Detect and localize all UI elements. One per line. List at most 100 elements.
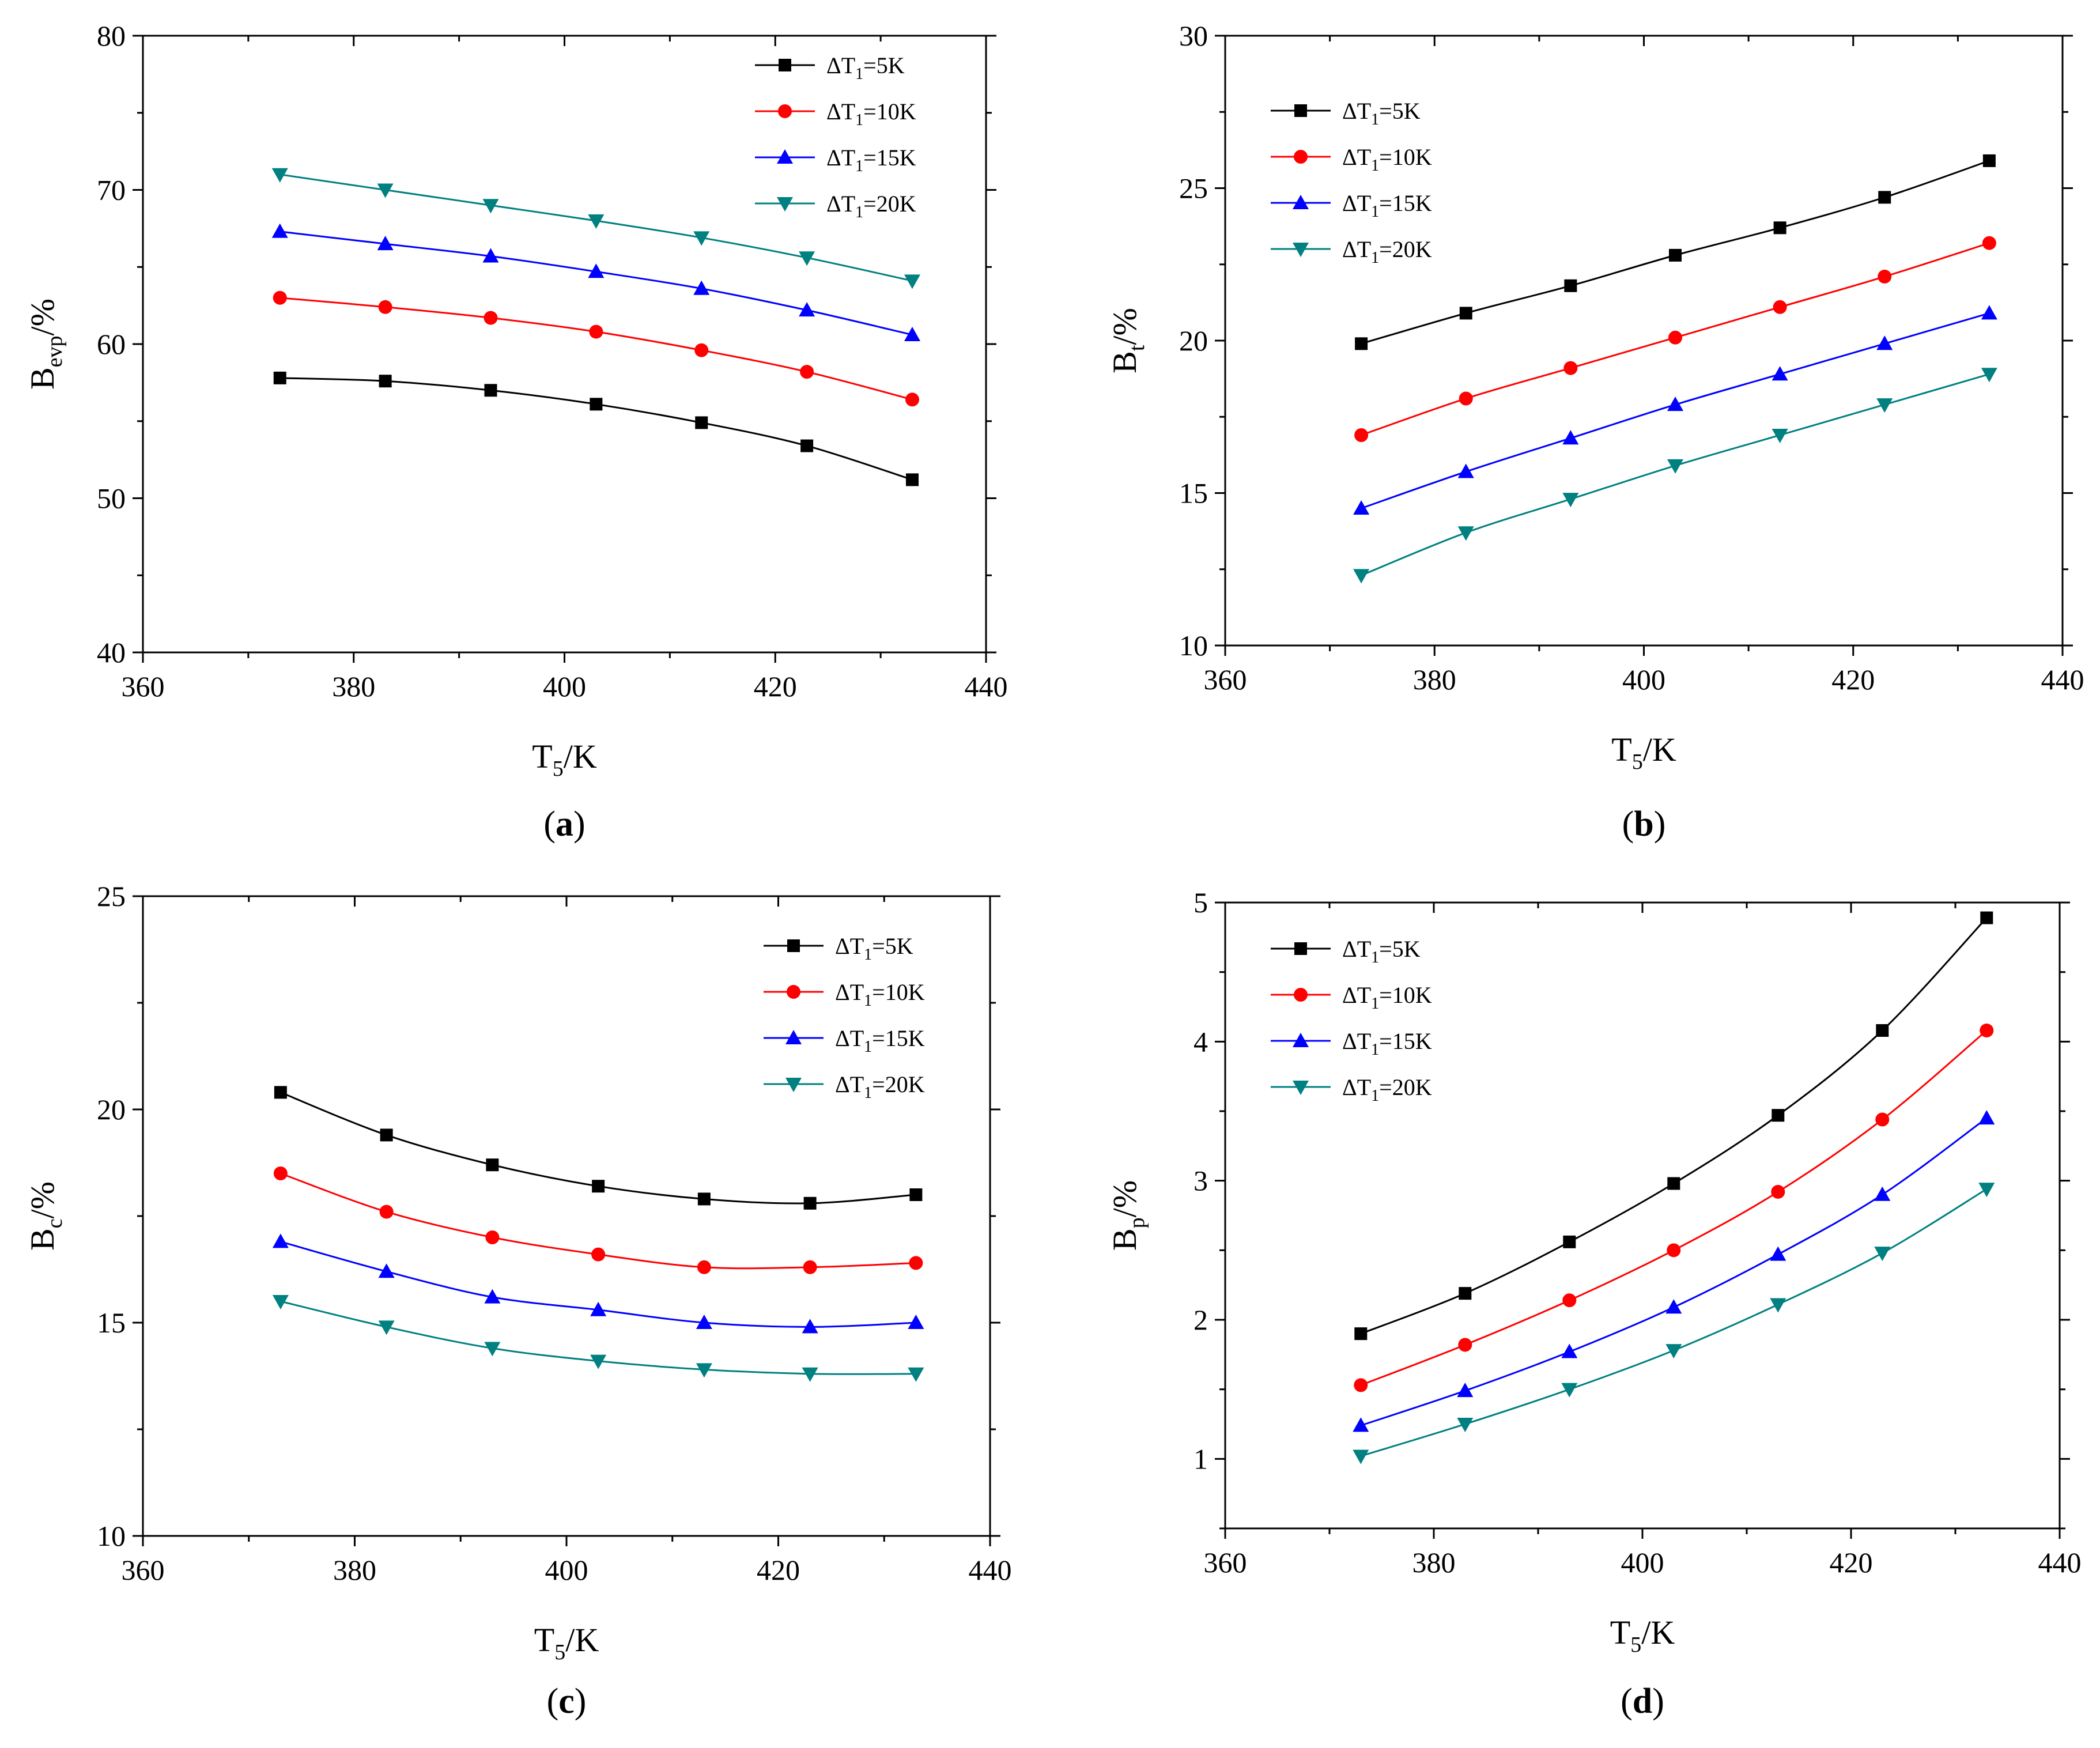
data-point (1668, 330, 1682, 345)
data-point (1459, 391, 1473, 406)
data-point (590, 398, 603, 411)
x-tick-label: 440 (969, 1554, 1012, 1586)
data-point (482, 248, 499, 263)
data-point (1978, 1110, 1995, 1125)
y-tick-label: 40 (97, 636, 126, 669)
data-point (909, 1256, 923, 1270)
series-0 (1354, 911, 1993, 1341)
legend-label: ΔT1=20K (826, 191, 916, 221)
legend-entry-0: ΔT1=5K (764, 933, 913, 964)
data-point (591, 1247, 606, 1262)
y-tick-label: 60 (97, 328, 126, 360)
data-point (1665, 1344, 1682, 1359)
x-tick-label: 420 (754, 670, 797, 703)
data-point (379, 375, 392, 388)
series-line (1360, 917, 1988, 1335)
data-point (378, 1263, 395, 1278)
legend-entry-3: ΔT1=20K (1271, 236, 1432, 267)
legend-marker (1293, 1033, 1309, 1047)
data-point (1458, 1338, 1472, 1352)
legend-marker (1294, 150, 1308, 164)
data-point (377, 183, 394, 198)
series-1 (1354, 1024, 1994, 1392)
x-tick-label: 420 (1830, 1546, 1873, 1579)
y-tick-label: 20 (1179, 324, 1208, 357)
x-tick-label: 420 (757, 1554, 800, 1586)
series-3 (1353, 368, 1997, 584)
data-point (1773, 300, 1787, 314)
data-point (696, 1315, 712, 1329)
y-tick-label: 30 (1179, 20, 1208, 52)
y-tick-label: 10 (97, 1520, 126, 1552)
series-3 (271, 168, 920, 289)
data-point (1981, 368, 1997, 383)
x-axis-label: T5/K (532, 738, 597, 781)
y-tick-label: 25 (1179, 172, 1208, 205)
data-point (1563, 1235, 1576, 1248)
y-tick-label: 1 (1193, 1443, 1208, 1475)
panel-label: (a) (543, 805, 585, 844)
x-tick-label: 380 (333, 1554, 376, 1586)
data-point (1770, 1246, 1786, 1261)
data-point (1980, 911, 1993, 924)
x-tick-label: 400 (1622, 663, 1665, 696)
data-point (1564, 279, 1577, 292)
data-point (485, 1230, 500, 1244)
data-point (908, 1367, 924, 1382)
y-tick-label: 3 (1193, 1165, 1208, 1197)
data-point (1561, 1343, 1578, 1358)
data-point (1773, 221, 1786, 235)
data-point (904, 326, 920, 341)
data-point (1457, 1418, 1474, 1432)
data-point (803, 1260, 817, 1274)
chart-panel-b: 360 380 400 420 440 10 15 20 25 30 T5/K Bt/% ΔT1=5K Δ… (1106, 20, 2084, 844)
legend-label: ΔT1=10K (1342, 144, 1432, 175)
data-point (800, 439, 814, 452)
data-point (380, 1128, 393, 1142)
data-point (484, 1342, 501, 1357)
data-point (697, 1192, 711, 1206)
data-point (272, 1233, 289, 1248)
legend-entry-3: ΔT1=20K (764, 1071, 925, 1102)
legend-label: ΔT1=20K (1342, 236, 1432, 267)
data-point (695, 416, 708, 429)
data-point (1772, 366, 1788, 381)
data-point (1353, 500, 1370, 515)
data-point (273, 290, 287, 305)
data-point (1772, 428, 1788, 443)
x-tick-label: 440 (2041, 663, 2084, 696)
data-point (1667, 1177, 1680, 1190)
data-point (1771, 1184, 1785, 1199)
chart-panel-a: 360 380 400 420 440 40 50 60 70 80 T5/K Bevp/% ΔT1=5… (24, 20, 1008, 844)
y-tick-label: 20 (97, 1093, 126, 1126)
legend-entry-0: ΔT1=5K (1271, 98, 1421, 129)
x-tick-label: 400 (545, 1554, 588, 1586)
series-2 (1353, 305, 1997, 515)
data-point (486, 1158, 499, 1172)
data-point (908, 1315, 924, 1329)
x-tick-label: 360 (1204, 1546, 1247, 1579)
data-point (802, 1367, 818, 1382)
legend-entry-1: ΔT1=10K (1271, 982, 1432, 1013)
legend-label: ΔT1=10K (1342, 982, 1432, 1013)
legend-entry-2: ΔT1=15K (1271, 190, 1432, 221)
legend-entry-0: ΔT1=5K (1271, 936, 1421, 967)
data-point (799, 302, 815, 317)
data-point (694, 343, 709, 357)
x-axis-label: T5/K (534, 1621, 599, 1664)
legend-marker (785, 1030, 802, 1044)
data-point (696, 1363, 712, 1378)
data-point (1459, 307, 1472, 320)
legend-label: ΔT1=5K (1342, 936, 1421, 967)
data-point (1457, 463, 1474, 478)
legend-label: ΔT1=15K (835, 1025, 925, 1056)
data-point (904, 274, 920, 289)
data-point (482, 199, 499, 214)
legend-marker (777, 197, 793, 212)
y-tick-label: 50 (97, 482, 126, 515)
data-point (1770, 1298, 1786, 1313)
data-point (1982, 154, 1996, 167)
data-point (377, 236, 394, 251)
legend-marker (1293, 1081, 1309, 1095)
x-tick-label: 360 (122, 670, 165, 703)
